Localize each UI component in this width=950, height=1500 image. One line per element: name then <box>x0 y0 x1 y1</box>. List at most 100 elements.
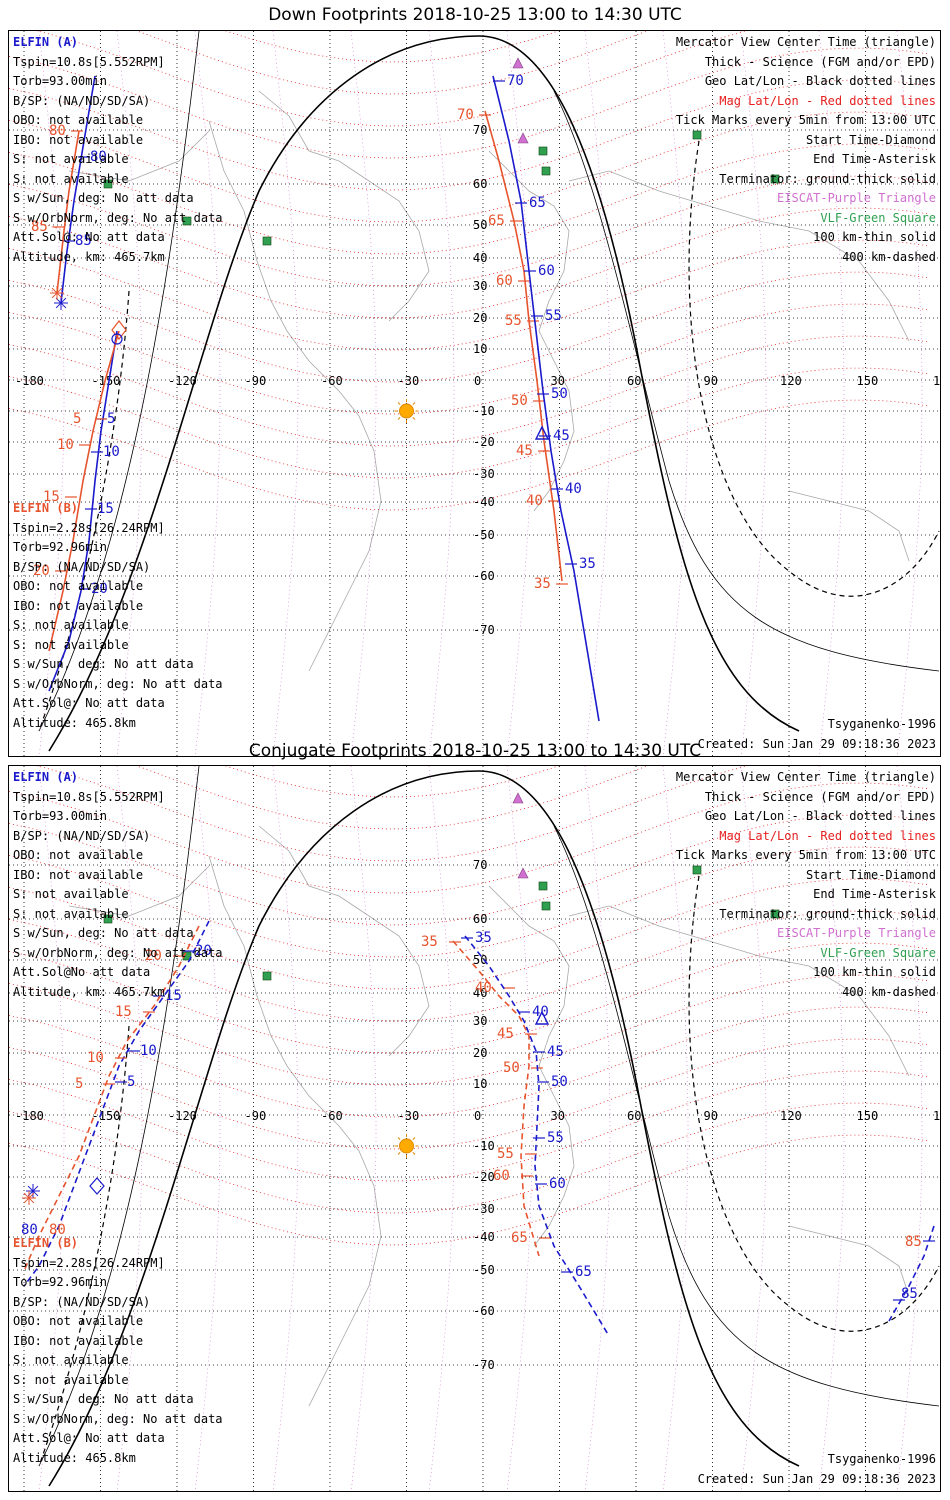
vlf-square-2 <box>692 130 702 140</box>
down-elfin-a-east-track-tick-label: 65 <box>529 195 546 211</box>
mag-parallel-10 <box>9 1070 930 1182</box>
down-elfin-b-west-track <box>56 130 80 294</box>
elfin-header: ELFIN (A) <box>13 35 79 49</box>
elfin-info-line: S w/Sun, deg: No att data <box>13 657 194 671</box>
start-marker-a <box>111 333 123 345</box>
elfin-info-line: Torb=93.00min <box>13 809 107 823</box>
conjugate-footprints-map: -180-150-120-90-60-300306090120150180706… <box>8 765 941 1492</box>
lon-tick-label: -30 <box>398 1109 420 1123</box>
mag-parallel-5 <box>9 175 930 287</box>
elfin-info-line: S: not available <box>13 1372 129 1387</box>
mag-parallel-10 <box>9 335 930 447</box>
legend-item: VLF-Green Square <box>820 210 936 225</box>
conj-elfin-b-track-tick-label: 60 <box>493 1168 510 1184</box>
lat-tick-label: 20 <box>473 311 487 325</box>
vlf-square-0 <box>538 881 548 891</box>
lat-tick-label: 60 <box>473 912 487 926</box>
down-elfin-b-info: ELFIN (B) Tspin=2.28s[26.24RPM] Torb=92.96… <box>13 499 223 733</box>
lon-tick-label: 0 <box>474 374 481 388</box>
coastline-5 <box>68 130 210 182</box>
mag-parallel-5 <box>9 910 930 1022</box>
vlf-square-0 <box>538 146 548 156</box>
down-elfin-a-west-track-tick-label: 85 <box>75 233 92 249</box>
down-elfin-a-south-track <box>48 330 118 692</box>
conj-elfin-a-track-tick-label: 50 <box>551 1074 568 1090</box>
lat-tick-label: -30 <box>473 1202 495 1216</box>
conj-map-canvas: -180-150-120-90-60-300306090120150180706… <box>9 766 941 1491</box>
down-elfin-a-south-track-tick-label: 20 <box>91 581 108 597</box>
lat-tick-label: 40 <box>473 251 487 265</box>
mag-parallel--1 <box>136 766 649 830</box>
end-asterisk <box>51 287 63 299</box>
mag-parallel-6 <box>9 207 930 319</box>
elfin-info-line: S w/Sun, deg: No att data <box>13 926 194 940</box>
legend-item: 400 km-dashed <box>842 984 936 999</box>
elfin-info-line: Tspin=2.28s[26.24RPM] <box>13 520 165 535</box>
down-footer: Tsyganenko-1996 Created: Sun Jan 29 09:1… <box>698 715 936 754</box>
elfin-info-line: IBO: not available <box>13 1333 144 1348</box>
lat-tick-label: 10 <box>473 1077 487 1091</box>
elfin-info-line: S w/OrbNorm, deg: No att data <box>13 210 223 225</box>
legend-item: VLF-Green Square <box>820 945 936 960</box>
conj-elfin-b-track-tick-label: 45 <box>497 1026 514 1042</box>
lat-tick-label: -10 <box>473 404 495 418</box>
down-elfin-a-west-track <box>60 75 96 304</box>
down-elfin-b-west-track-tick-label: 80 <box>49 123 66 139</box>
conj-legend: Mercator View Center Time (triangle) Thic… <box>676 768 936 1002</box>
terminator-ground <box>48 770 800 1487</box>
sun-marker <box>399 403 414 419</box>
sun-ray <box>397 1137 401 1140</box>
conj-elfin-b-west-track-tick-label: 20 <box>145 948 162 964</box>
lat-tick-label: -60 <box>473 1304 495 1318</box>
mag-parallel-1 <box>9 47 930 159</box>
elfin-info-line: S: not available <box>13 171 129 186</box>
coastline-0 <box>208 855 382 1407</box>
lat-tick-label: 60 <box>473 177 487 191</box>
lon-tick-label: -60 <box>321 374 343 388</box>
down-elfin-a-east-track-tick-label: 35 <box>579 556 596 572</box>
coastline-2 <box>488 885 575 1247</box>
sun-marker <box>399 1138 414 1154</box>
conj-elfin-b-west-end-tick-label: 80 <box>49 1222 66 1238</box>
mag-parallel-0 <box>36 31 749 127</box>
conj-elfin-a-track-tick-label: 60 <box>549 1176 566 1192</box>
legend-item: Thick - Science (FGM and/or EPD) <box>704 789 936 804</box>
legend-item: 400 km-dashed <box>842 249 936 264</box>
coastline-1 <box>258 825 430 1057</box>
down-elfin-b-south-track-tick-label: 15 <box>43 489 60 505</box>
elfin-info-line: IBO: not available <box>13 598 144 613</box>
elfin-info-line: Torb=92.96min <box>13 1275 107 1289</box>
elfin-info-line: OBO: not available <box>13 1314 144 1328</box>
elfin-info-line: S: not available <box>13 906 129 921</box>
mag-parallel-2 <box>9 814 930 926</box>
elfin-info-line: Altitude: 465.8km <box>13 1450 136 1465</box>
lon-tick-label: 180 <box>933 374 941 388</box>
mag-parallel-12 <box>9 1134 930 1246</box>
mag-parallel--1 <box>136 31 649 95</box>
conj-elfin-b-track-tick-label: 65 <box>511 1230 528 1246</box>
lon-tick-label: 60 <box>627 374 641 388</box>
lon-tick-label: -150 <box>92 374 121 388</box>
down-elfin-b-east-track-tick-label: 45 <box>516 443 533 459</box>
down-elfin-a-east-track-tick-label: 60 <box>538 263 555 279</box>
elfin-info-line: Att.Sol@: No att data <box>13 230 165 244</box>
down-elfin-b-east-track-tick-label: 65 <box>488 213 505 229</box>
lon-tick-label: -30 <box>398 374 420 388</box>
down-elfin-b-south-track-tick-label: 5 <box>73 411 81 427</box>
legend-item: Start Time-Diamond <box>805 132 936 147</box>
lat-tick-label: -20 <box>473 1170 495 1184</box>
mag-parallel-11 <box>9 1102 930 1214</box>
mag-parallel-3 <box>9 111 930 223</box>
lon-tick-label: 180 <box>933 1109 941 1123</box>
down-elfin-b-east-track-tick-label: 60 <box>496 273 513 289</box>
conj-elfin-b-west-track-tick-label: 5 <box>75 1076 83 1092</box>
lat-tick-label: 30 <box>473 279 487 293</box>
elfin-header: ELFIN (B) <box>13 1236 79 1250</box>
lat-tick-label: 70 <box>473 123 487 137</box>
conj-elfin-a-west-end-tick-label: 80 <box>21 1222 38 1238</box>
mag-parallel-0 <box>36 766 749 862</box>
lon-tick-label: -150 <box>92 1109 121 1123</box>
conj-elfin-a-track-tick-label: 40 <box>532 1004 549 1020</box>
center-time-triangle <box>534 1010 550 1025</box>
lon-tick-label: 30 <box>551 1109 565 1123</box>
